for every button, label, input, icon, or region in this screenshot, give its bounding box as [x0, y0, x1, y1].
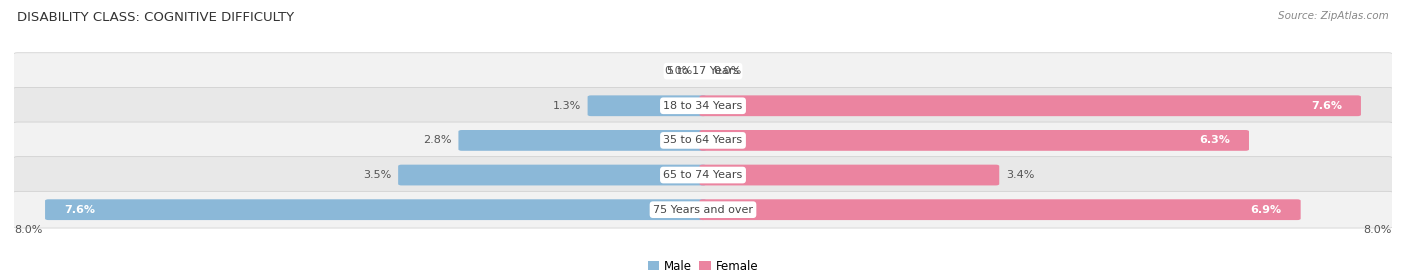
FancyBboxPatch shape [588, 95, 706, 116]
Legend: Male, Female: Male, Female [643, 255, 763, 270]
FancyBboxPatch shape [45, 199, 706, 220]
Text: 2.8%: 2.8% [423, 135, 451, 146]
FancyBboxPatch shape [13, 87, 1393, 124]
Text: 65 to 74 Years: 65 to 74 Years [664, 170, 742, 180]
FancyBboxPatch shape [700, 95, 1361, 116]
FancyBboxPatch shape [458, 130, 706, 151]
FancyBboxPatch shape [700, 199, 1301, 220]
FancyBboxPatch shape [700, 165, 1000, 185]
Text: 3.4%: 3.4% [1007, 170, 1035, 180]
Text: Source: ZipAtlas.com: Source: ZipAtlas.com [1278, 11, 1389, 21]
Text: 75 Years and over: 75 Years and over [652, 205, 754, 215]
Text: DISABILITY CLASS: COGNITIVE DIFFICULTY: DISABILITY CLASS: COGNITIVE DIFFICULTY [17, 11, 294, 24]
Text: 8.0%: 8.0% [14, 225, 42, 235]
Text: 6.3%: 6.3% [1199, 135, 1230, 146]
Text: 5 to 17 Years: 5 to 17 Years [666, 66, 740, 76]
Text: 18 to 34 Years: 18 to 34 Years [664, 101, 742, 111]
FancyBboxPatch shape [398, 165, 706, 185]
Text: 8.0%: 8.0% [1364, 225, 1392, 235]
FancyBboxPatch shape [13, 53, 1393, 89]
FancyBboxPatch shape [13, 191, 1393, 228]
FancyBboxPatch shape [13, 122, 1393, 159]
Text: 6.9%: 6.9% [1250, 205, 1282, 215]
Text: 0.0%: 0.0% [665, 66, 693, 76]
Text: 0.0%: 0.0% [713, 66, 741, 76]
Text: 7.6%: 7.6% [65, 205, 96, 215]
Text: 7.6%: 7.6% [1310, 101, 1341, 111]
Text: 3.5%: 3.5% [363, 170, 391, 180]
Text: 1.3%: 1.3% [553, 101, 581, 111]
FancyBboxPatch shape [700, 130, 1249, 151]
Text: 35 to 64 Years: 35 to 64 Years [664, 135, 742, 146]
FancyBboxPatch shape [13, 157, 1393, 193]
